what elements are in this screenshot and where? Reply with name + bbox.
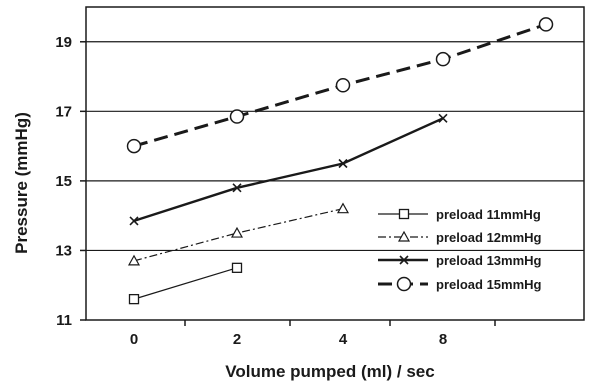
data-point xyxy=(230,226,244,238)
legend-label: preload 13mmHg xyxy=(436,253,542,268)
data-point xyxy=(129,216,139,226)
plot-frame xyxy=(85,6,585,321)
series-line xyxy=(133,117,444,223)
gridlines xyxy=(86,41,584,252)
series-line xyxy=(133,208,344,262)
series xyxy=(126,17,554,305)
series-line xyxy=(133,267,238,300)
data-point xyxy=(127,254,141,266)
legend-label: preload 15mmHg xyxy=(436,277,542,292)
data-point xyxy=(336,202,350,214)
legend-label: preload 11mmHg xyxy=(436,207,541,222)
legend-item: preload 13mmHg xyxy=(378,253,542,268)
x-tick-label: 2 xyxy=(233,331,241,348)
data-point xyxy=(232,183,242,193)
series-preload-15mmhg xyxy=(126,17,554,154)
legend-item: preload 11mmHg xyxy=(378,207,541,222)
marker-stroke xyxy=(129,216,139,226)
y-tick-label: 13 xyxy=(55,242,72,259)
x-tick-label: 0 xyxy=(130,331,138,348)
x-tick-label: 4 xyxy=(339,331,348,348)
data-point xyxy=(335,78,351,93)
legend-item: preload 15mmHg xyxy=(378,276,542,292)
data-point xyxy=(338,158,348,169)
data-point xyxy=(435,51,451,67)
data-point xyxy=(128,293,140,305)
x-tick-label: 8 xyxy=(439,331,447,348)
marker-stroke xyxy=(399,255,409,265)
legend: preload 11mmHg preload 12mmHg preload 13mm… xyxy=(378,207,542,292)
data-point xyxy=(126,138,142,154)
data-point xyxy=(398,208,410,220)
y-tick-label: 11 xyxy=(56,312,72,329)
y-tick-label: 15 xyxy=(55,173,72,190)
legend-item: preload 12mmHg xyxy=(378,230,542,245)
data-point xyxy=(438,113,448,123)
series-preload-11mmhg xyxy=(128,262,243,305)
y-tick-label: 17 xyxy=(55,103,72,120)
data-point xyxy=(397,230,411,242)
data-point xyxy=(396,276,412,292)
legend-label: preload 12mmHg xyxy=(436,230,542,245)
y-axis-title: Pressure (mmHg) xyxy=(12,112,31,254)
series-preload-13mmhg xyxy=(129,113,448,226)
data-point xyxy=(399,255,409,265)
marker-stroke xyxy=(338,158,348,169)
axes: 11 13 15 17 19 0 2 4 8 xyxy=(55,6,585,348)
series-preload-12mmhg xyxy=(127,202,350,266)
data-point xyxy=(538,17,554,32)
data-point xyxy=(231,262,243,273)
x-axis-title: Volume pumped (ml) / sec xyxy=(225,362,434,381)
marker-stroke xyxy=(438,113,448,123)
marker-stroke xyxy=(232,183,242,193)
y-tick-label: 19 xyxy=(55,34,72,51)
data-point xyxy=(229,109,245,124)
